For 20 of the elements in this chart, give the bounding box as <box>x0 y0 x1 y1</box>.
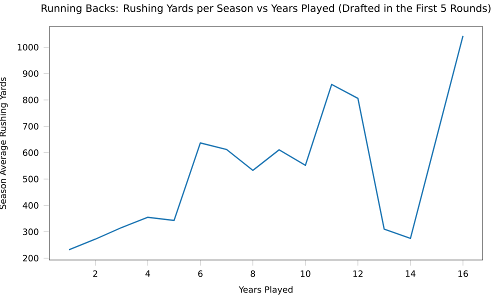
y-tick-label: 200 <box>23 254 38 262</box>
x-tick-label: 10 <box>300 270 310 277</box>
y-tick-label: 700 <box>23 123 38 130</box>
x-axis-title: Years Played <box>238 286 292 294</box>
x-tick-label: 6 <box>198 270 203 277</box>
y-tick-label: 900 <box>22 70 38 77</box>
x-tick-label: 14 <box>406 270 416 277</box>
x-tick-label: 4 <box>145 270 150 277</box>
x-tick-label: 2 <box>93 270 98 277</box>
y-tick-label: 400 <box>22 202 38 209</box>
x-tick-label: 12 <box>353 270 363 277</box>
line-series <box>68 35 464 250</box>
y-tick-label: 1000 <box>18 44 38 51</box>
y-tick-label: 800 <box>22 96 38 104</box>
x-tick-label: 16 <box>458 270 468 277</box>
x-tick-label: 8 <box>250 270 256 277</box>
y-tick-label: 300 <box>23 228 38 236</box>
y-tick-label: 500 <box>23 176 38 182</box>
y-tick-label: 600 <box>22 149 38 156</box>
chart-title: Running Backs: Rushing Yards per Season vs Years Played (Drafted in the First 5 Rounds) <box>42 4 490 14</box>
